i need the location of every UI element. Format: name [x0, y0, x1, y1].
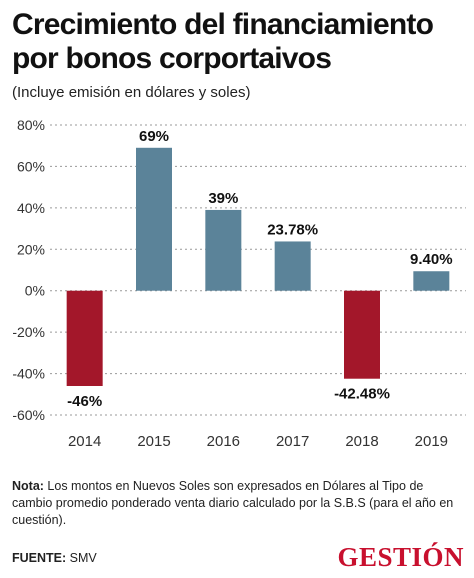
y-tick-label: 0%: [25, 283, 45, 299]
data-label: 23.78%: [267, 221, 318, 238]
x-tick-label: 2016: [207, 433, 240, 450]
chart-note: Nota: Los montos en Nuevos Soles son exp…: [12, 478, 464, 529]
y-tick-label: -40%: [12, 366, 45, 382]
note-label: Nota:: [12, 479, 44, 493]
x-tick-label: 2014: [68, 433, 101, 450]
data-label: 69%: [139, 128, 169, 145]
note-text: Los montos en Nuevos Soles son expresado…: [12, 479, 454, 527]
x-tick-label: 2019: [415, 433, 448, 450]
y-tick-label: 60%: [17, 158, 45, 174]
source-label: FUENTE:: [12, 551, 67, 565]
y-tick-label: 20%: [17, 241, 45, 257]
chart-source: FUENTE: SMV: [12, 551, 97, 565]
x-tick-label: 2018: [345, 433, 378, 450]
x-tick-label: 2015: [137, 433, 170, 450]
data-label: 39%: [208, 190, 238, 207]
bar-chart: 80% 60% 40% 20% 0% -20% -40% -60% -46% 2014 69% 201…: [12, 117, 466, 450]
source-text: SMV: [66, 551, 97, 565]
x-tick-label: 2017: [276, 433, 309, 450]
y-tick-label: -60%: [12, 407, 45, 423]
chart-subtitle: (Incluye emisión en dólares y soles): [12, 84, 251, 101]
bar: [344, 290, 380, 379]
bar: [274, 241, 311, 291]
chart-title: Crecimiento del financiamiento por bonos…: [12, 8, 434, 75]
y-tick-label: 40%: [17, 200, 45, 216]
y-tick-label: -20%: [12, 324, 45, 340]
data-label: 9.40%: [410, 251, 453, 268]
bar: [205, 209, 242, 291]
gestion-logo: GESTIÓN: [337, 542, 464, 572]
bar: [413, 271, 450, 291]
y-tick-label: 80%: [17, 117, 45, 133]
bar: [66, 290, 103, 386]
bar: [136, 147, 172, 291]
data-label: -42.48%: [334, 386, 390, 403]
data-label: -46%: [67, 393, 102, 410]
